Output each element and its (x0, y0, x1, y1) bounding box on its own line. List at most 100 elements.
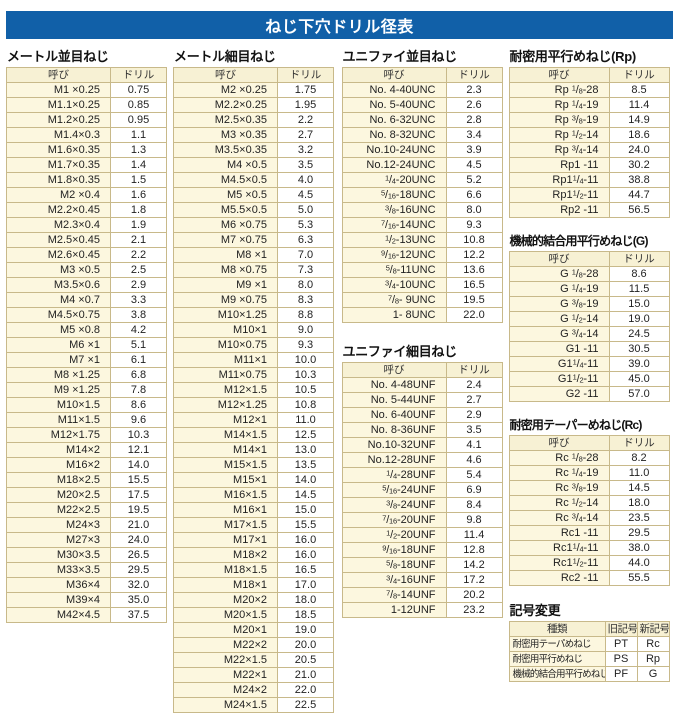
cell-designation: M3.5×0.6 (6, 277, 111, 293)
cell-drill-diameter: 6.9 (445, 482, 503, 498)
cell-drill-diameter: 0.75 (110, 82, 167, 98)
cell-drill-diameter: 32.0 (110, 577, 167, 593)
table-row: M5 ×0.5 4.5 (173, 187, 334, 203)
cell-drill-diameter: 4.5 (445, 157, 503, 173)
table-row: Rp2 -11 56.5 (508, 202, 670, 218)
table-row: Rp1 -11 30.2 (508, 157, 670, 173)
table-row: G 1/2-14 19.0 (508, 311, 670, 327)
cell-designation: 3/8-24UNF (341, 497, 447, 513)
cell-drill-diameter: 14.5 (277, 487, 334, 503)
col-header-name: 呼び (508, 67, 610, 83)
cell-designation: Rp2 -11 (508, 202, 610, 218)
cell-designation: No. 6-32UNC (341, 112, 447, 128)
cell-drill-diameter: 11.0 (608, 465, 670, 481)
cell-drill-diameter: 8.5 (608, 82, 670, 98)
cell-designation: 9/16-18UNF (341, 542, 447, 558)
cell-designation: Rp 3/4-14 (508, 142, 610, 158)
cell-designation: 3/8-16UNC (341, 202, 447, 218)
cell-drill-diameter: 38.8 (608, 172, 670, 188)
table-unified-coarse: 呼び ドリル No. 4-40UNC 2.3 No. 5-40UNC 2.6 No. 6… (341, 67, 503, 323)
cell-designation: No.12-28UNF (341, 452, 447, 468)
table-row: M8 ×1 7.0 (173, 247, 334, 263)
table-row: M18×2.5 15.5 (6, 472, 167, 488)
cell-thread-kind: 耐密用テーパめねじ (508, 636, 606, 652)
table-row: M3 ×0.5 2.5 (6, 262, 167, 278)
cell-drill-diameter: 15.5 (277, 517, 334, 533)
cell-drill-diameter: 22.5 (277, 697, 334, 713)
table-row: M4 ×0.5 3.5 (173, 157, 334, 173)
table-header-row: 呼び ドリル (341, 362, 503, 378)
table-symbol-change: 種類 旧記号 新記号 耐密用テーパめねじ PT Rc 耐密用平行めねじ PS Rp 機械的結… (508, 621, 670, 682)
cell-drill-diameter: 3.8 (110, 307, 167, 323)
table-row: M1.4×0.3 1.1 (6, 127, 167, 143)
table-row: M1.8×0.35 1.5 (6, 172, 167, 188)
cell-designation: No. 8-32UNC (341, 127, 447, 143)
table-header-row: 呼び ドリル (6, 67, 167, 83)
cell-designation: M3 ×0.5 (6, 262, 111, 278)
table-row: M2.2×0.25 1.95 (173, 97, 334, 113)
cell-designation: M20×2 (173, 592, 278, 608)
section-symbol-change: 記号変更 種類 旧記号 新記号 耐密用テーパめねじ PT Rc 耐密用平行めねじ PS R… (508, 600, 673, 682)
cell-designation: M9 ×1.25 (6, 382, 111, 398)
cell-designation: 1-12UNF (341, 602, 447, 618)
table-row: No.10-24UNC 3.9 (341, 142, 503, 158)
cell-designation: G 3/4-14 (508, 326, 610, 342)
cell-drill-diameter: 23.2 (445, 602, 503, 618)
table-row: M22×1 21.0 (173, 667, 334, 683)
cell-designation: M3.5×0.35 (173, 142, 278, 158)
cell-drill-diameter: 29.5 (110, 562, 167, 578)
table-metric-fine: 呼び ドリル M2 ×0.25 1.75 M2.2×0.25 1.95 M2.5×0.3… (173, 67, 334, 713)
table-row: G11/4-11 39.0 (508, 356, 670, 372)
section-title-rp: 耐密用平行めねじ(Rp) (509, 49, 637, 64)
cell-drill-diameter: 6.6 (445, 187, 503, 203)
table-row: Rc 3/4-14 23.5 (508, 510, 670, 526)
cell-drill-diameter: 2.6 (445, 97, 503, 113)
cell-drill-diameter: 1.75 (277, 82, 334, 98)
cell-drill-diameter: 1.4 (110, 157, 167, 173)
table-row: M30×3.5 26.5 (6, 547, 167, 563)
cell-drill-diameter: 56.5 (608, 202, 670, 218)
cell-drill-diameter: 26.5 (110, 547, 167, 563)
cell-designation: M2.6×0.45 (6, 247, 111, 263)
cell-designation: M8 ×1.25 (6, 367, 111, 383)
cell-drill-diameter: 24.0 (110, 532, 167, 548)
cell-new-symbol: G (636, 666, 670, 682)
cell-drill-diameter: 44.0 (608, 555, 670, 571)
cell-designation: M5.5×0.5 (173, 202, 278, 218)
cell-drill-diameter: 5.2 (445, 172, 503, 188)
table-row: M10×1.25 8.8 (173, 307, 334, 323)
cell-new-symbol: Rc (636, 636, 670, 652)
section-title-g: 機械的結合用平行めねじ(G) (509, 234, 649, 248)
table-row: 5/16-24UNF 6.9 (341, 482, 503, 498)
table-row: M9 ×0.75 8.3 (173, 292, 334, 308)
col-header-name: 呼び (6, 67, 111, 83)
cell-designation: M12×1.75 (6, 427, 111, 443)
col-header-old-symbol: 旧記号 (604, 621, 638, 637)
table-row: Rp11/2-11 44.7 (508, 187, 670, 203)
cell-designation: M24×3 (6, 517, 111, 533)
cell-drill-diameter: 1.6 (110, 187, 167, 203)
cell-drill-diameter: 3.5 (445, 422, 503, 438)
table-row: 5/8-11UNC 13.6 (341, 262, 503, 278)
cell-designation: 7/16-14UNC (341, 217, 447, 233)
table-row: M1.2×0.25 0.95 (6, 112, 167, 128)
cell-designation: M15×1 (173, 472, 278, 488)
cell-designation: No.12-24UNC (341, 157, 447, 173)
table-row: Rc2 -11 55.5 (508, 570, 670, 586)
cell-designation: M18×1 (173, 577, 278, 593)
col-header-drill: ドリル (445, 67, 503, 83)
cell-drill-diameter: 11.4 (608, 97, 670, 113)
section-rp: 耐密用平行めねじ(Rp) 呼び ドリル Rp 1/8-28 8.5 Rp 1/4-1… (508, 46, 673, 218)
cell-drill-diameter: 19.5 (445, 292, 503, 308)
col-header-name: 呼び (508, 435, 610, 451)
table-row: 1/4-28UNF 5.4 (341, 467, 503, 483)
cell-drill-diameter: 30.5 (608, 341, 670, 357)
table-row: M6 ×0.75 5.3 (173, 217, 334, 233)
cell-designation: G11/4-11 (508, 356, 610, 372)
cell-designation: M8 ×0.75 (173, 262, 278, 278)
cell-designation: M2 ×0.25 (173, 82, 278, 98)
table-row: M2.3×0.4 1.9 (6, 217, 167, 233)
table-row: 1/2-13UNC 10.8 (341, 232, 503, 248)
cell-designation: G 1/2-14 (508, 311, 610, 327)
cell-designation: Rp 3/8-19 (508, 112, 610, 128)
